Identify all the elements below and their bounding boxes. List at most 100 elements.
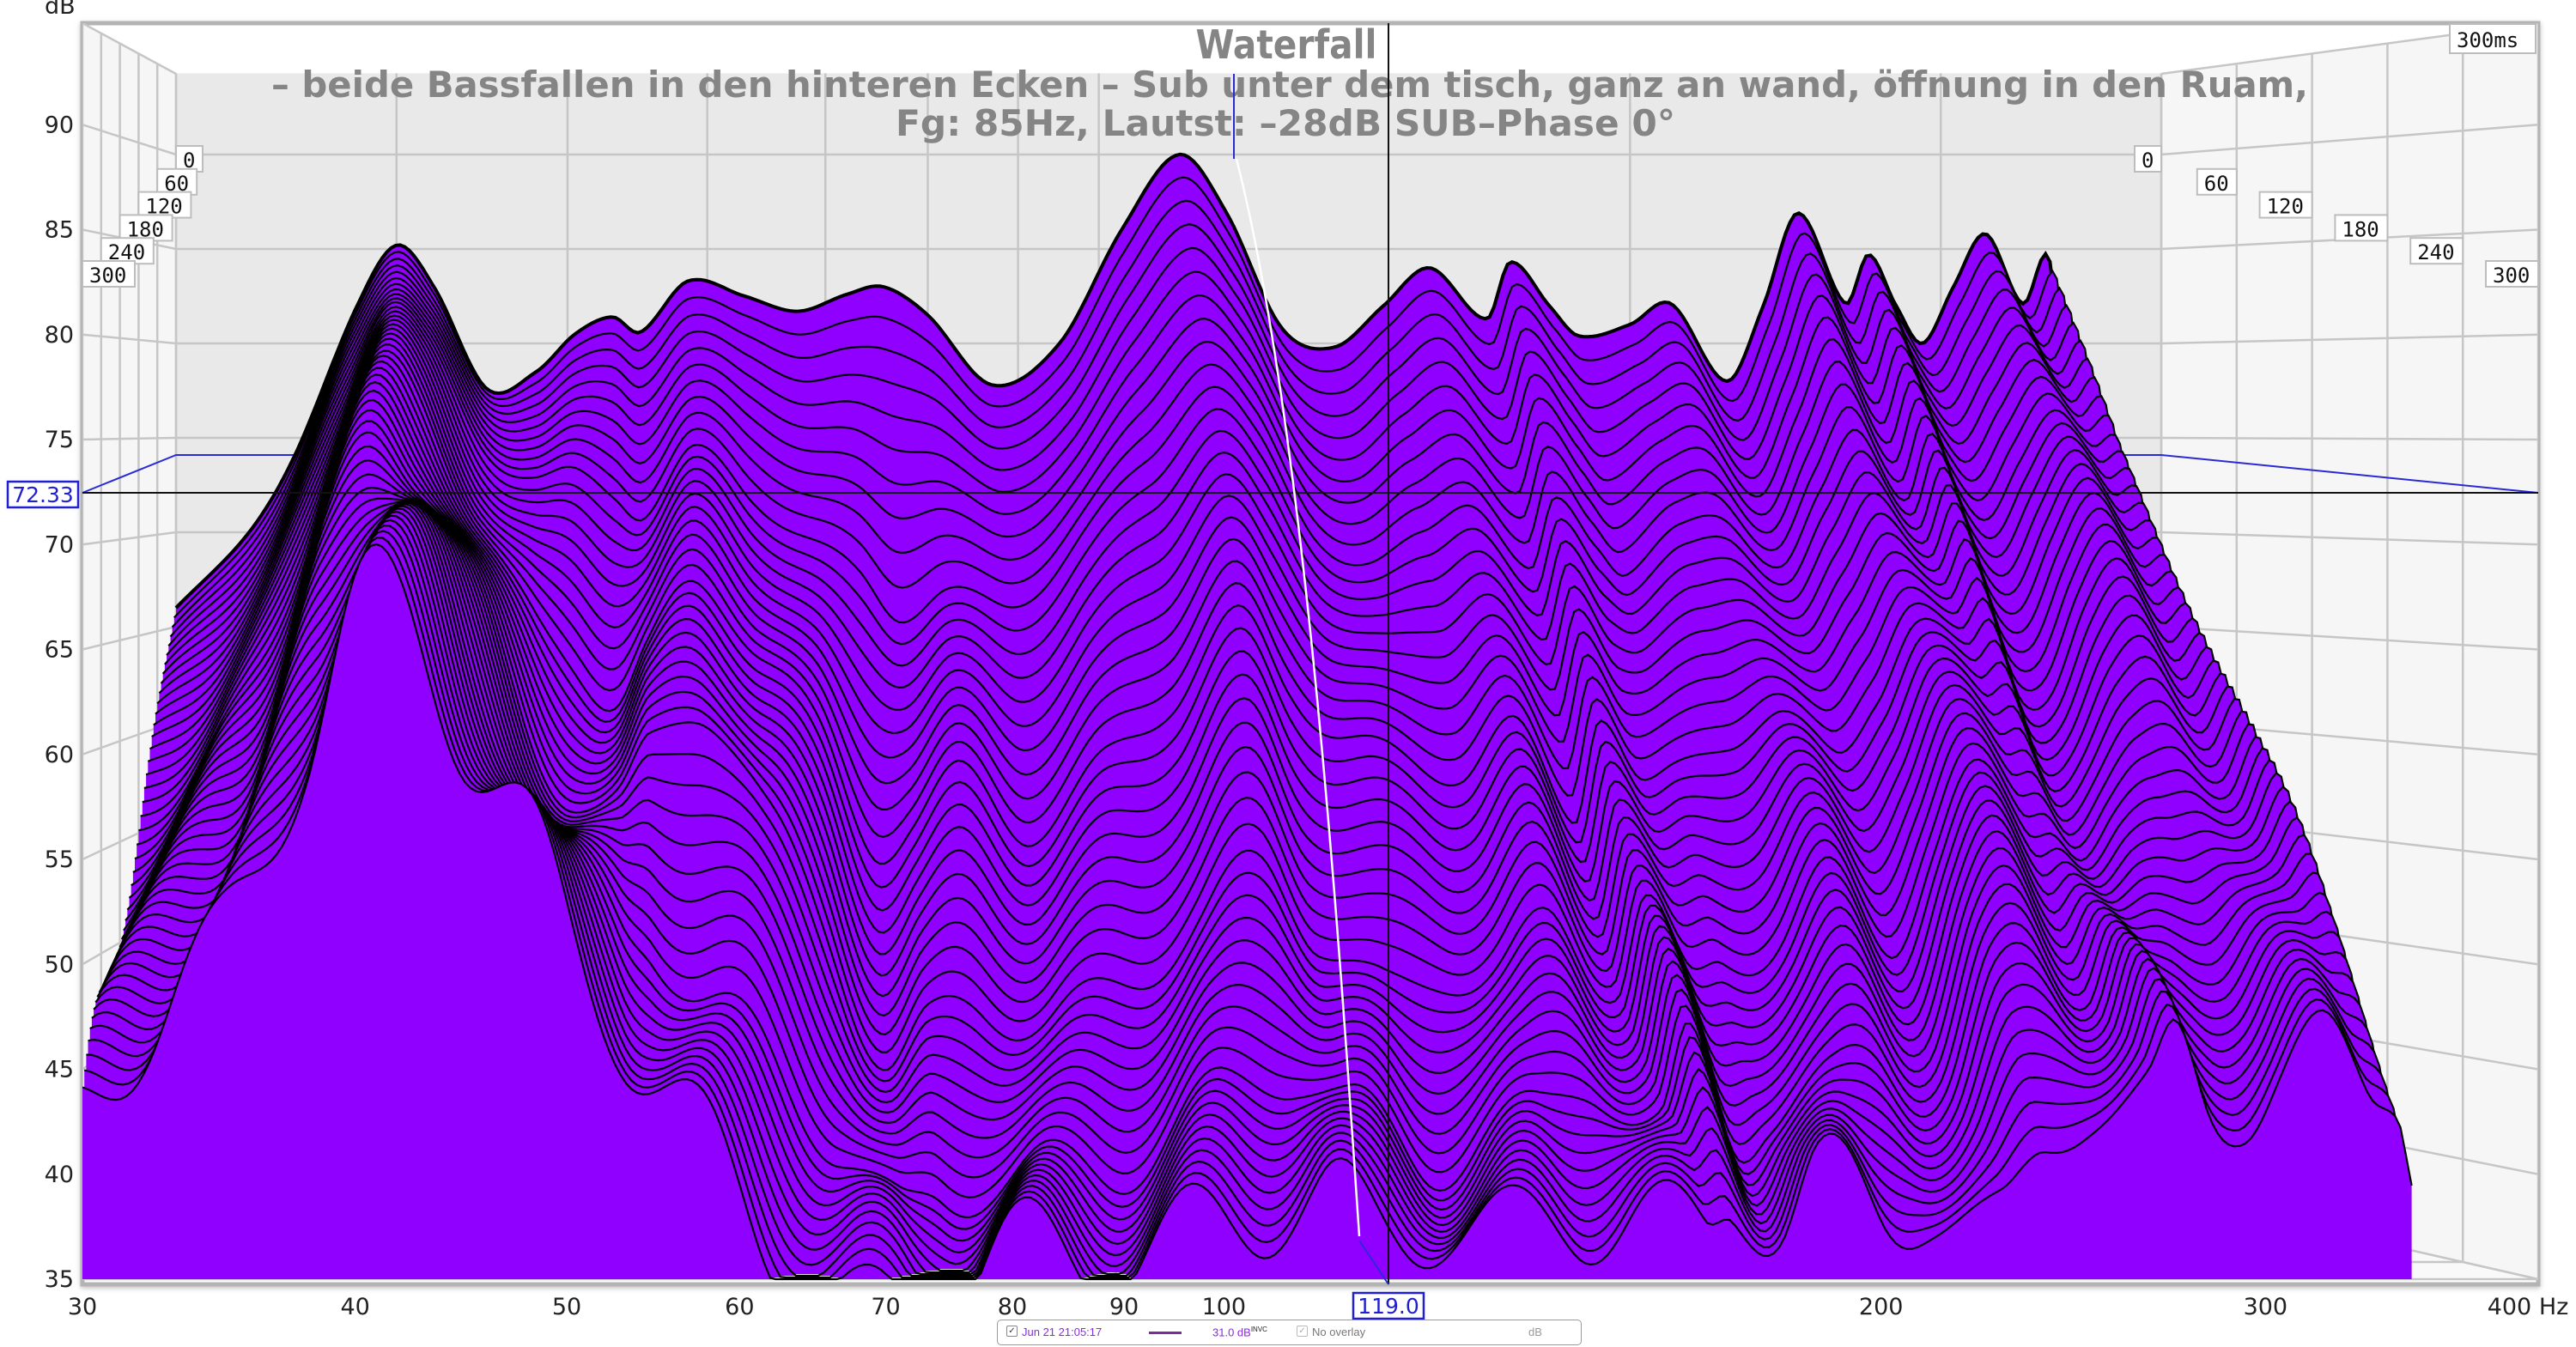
frequency-cursor-floor [1358,1240,1389,1285]
waterfall-slice [82,543,2413,1281]
overlay-checkbox[interactable]: ✓ [1297,1326,1308,1337]
slice-outline [155,306,2138,715]
slice-outline [104,500,2329,1179]
slice-outline [134,360,2215,912]
slice-outline [131,373,2230,956]
x-axis-ticks: 30 40 50 60 70 80 90 100 200 300 400 Hz [68,1294,2568,1320]
slice-outline [86,530,2399,1277]
time-label-text: 300 [89,264,126,288]
slice-outline [100,501,2342,1219]
gridline [82,436,177,441]
slice-outline [117,445,2279,1083]
waterfall-slices [82,152,2413,1281]
time-label-text: 300 [2493,264,2530,288]
time-label-text: 240 [2417,240,2454,264]
slice-fill [82,543,2412,1279]
slice-outline [118,431,2272,1071]
slice-outline [173,176,2068,619]
time-end-label: 300ms [2449,23,2537,54]
slice-outline [113,473,2293,1104]
time-end-label-text: 300ms [2457,28,2518,52]
time-label-right: 60 [2196,167,2238,196]
slice-outline [143,332,2180,790]
slice-outline [111,486,2300,1114]
cursor[interactable] [82,23,2538,1285]
slice-outline [128,381,2237,977]
x-tick-label: 30 [68,1294,97,1320]
measurement-name[interactable]: Jun 21 21:05:17 [1022,1326,1103,1338]
time-label-right: 120 [2258,191,2313,219]
gridline [2160,333,2538,345]
y-tick-label: 65 [45,637,74,664]
y-tick-label: 60 [45,742,74,768]
slice-outline [140,343,2194,838]
level-cursor-readout: 72.33 [6,480,80,509]
slice-outline [171,199,2075,628]
slice-outline [153,310,2145,726]
slice-outline [142,337,2187,811]
time-label-right: 240 [2409,237,2464,265]
slice-outline [120,420,2265,1053]
time-label-left: 300 [82,260,136,288]
legend-unit: dB [1528,1326,1542,1338]
slice-outline [96,505,2356,1242]
time-label-right: 300 [2485,260,2539,288]
chart-title: Waterfall [1196,21,1377,68]
x-tick-label: 70 [871,1294,900,1320]
slice-outline [166,270,2095,656]
slice-outline [136,355,2208,889]
chart-subtitle-line-1: – beide Bassfallen in den hinteren Ecken… [271,64,2308,106]
gridline [82,23,177,76]
slice-outline [109,497,2307,1125]
slice-outline [123,409,2257,1035]
slice-outline [115,459,2286,1094]
slice-outline [164,282,2103,665]
gridline [2160,625,2538,651]
x-tick-label: 90 [1109,1294,1139,1320]
slice-outline [98,502,2349,1230]
slice-outline [158,297,2123,695]
slice-outline [88,524,2391,1276]
slice-outline [160,293,2117,684]
slice-outline [126,389,2244,998]
x-tick-label: 50 [552,1294,581,1320]
gridline [2160,124,2538,156]
slice-outline [138,349,2202,865]
slice-outline [145,327,2173,776]
time-label-text: 60 [2204,172,2229,196]
slice-outline [94,507,2364,1253]
y-tick-label: 50 [45,951,74,978]
measurement-value-suffix: INVC [1250,1326,1267,1333]
x-tick-label: 300 [2244,1294,2288,1320]
y-axis-unit-label: dB [45,0,76,20]
time-label-left: 0 [175,145,204,173]
time-label-right: 0 [2134,145,2162,173]
slice-outline [174,152,2061,610]
frequency-cursor-value: 119.0 [1358,1294,1419,1319]
slice-outline [93,510,2371,1265]
x-tick-label: 80 [998,1294,1027,1320]
slice-outline [107,500,2314,1139]
measurement-checkbox[interactable]: ✓ [1006,1326,1018,1337]
slice-outline [125,398,2251,1017]
chart-subtitle-line-2: Fg: 85Hz, Lautst: –28dB SUB–Phase 0° [896,102,1675,144]
y-tick-label: 75 [45,427,74,453]
y-tick-label: 70 [45,531,74,558]
x-tick-label: 400 Hz [2488,1294,2569,1320]
gridline [82,531,177,546]
y-tick-label: 55 [45,846,74,873]
slice-outline [82,543,2413,1281]
slice-outline [156,300,2131,705]
overlay-label[interactable]: No overlay [1312,1326,1366,1338]
frequency-cursor-readout: 119.0 [1352,1291,1425,1320]
measurement-value: 31.0 dBINVC [1212,1326,1267,1338]
time-label-text: 0 [183,149,195,173]
y-tick-label: 85 [45,217,74,244]
slice-outline [91,514,2378,1272]
frequency-cursor-ridge [1235,158,1361,1237]
gridline [82,625,177,651]
slice-outline [83,537,2406,1279]
y-axis-ticks: 35 40 45 50 55 60 65 70 75 80 85 90 [45,112,74,1293]
slice-outline [101,501,2336,1198]
